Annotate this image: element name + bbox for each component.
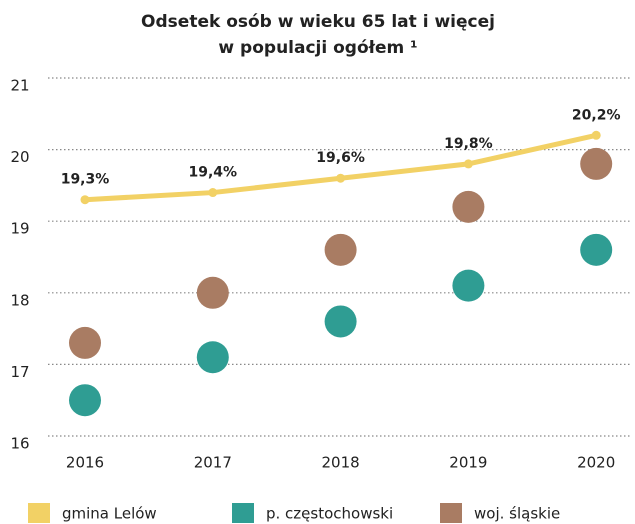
x-tick-label: 2020 — [577, 454, 615, 472]
point — [580, 147, 613, 180]
value-label: 20,2% — [572, 107, 621, 123]
point — [324, 233, 357, 266]
legend-swatch — [440, 503, 462, 523]
legend-label: woj. śląskie — [474, 505, 560, 523]
point — [580, 233, 613, 266]
point — [452, 269, 485, 302]
legend-swatch — [28, 503, 50, 523]
point — [208, 188, 218, 198]
point — [452, 190, 485, 223]
legend-label: p. częstochowski — [266, 505, 393, 523]
point — [324, 305, 357, 338]
x-tick-label: 2017 — [194, 454, 232, 472]
value-label: 19,6% — [316, 150, 365, 166]
y-tick-label: 20 — [10, 148, 29, 166]
y-tick-label: 16 — [10, 435, 29, 453]
point — [69, 326, 101, 359]
point — [196, 276, 229, 309]
legend-swatch — [232, 503, 254, 523]
x-tick-label: 2018 — [322, 454, 360, 472]
y-tick-label: 17 — [10, 363, 29, 381]
point — [80, 195, 90, 205]
value-label: 19,4% — [189, 165, 238, 181]
value-label: 19,3% — [61, 172, 110, 188]
x-tick-label: 2016 — [66, 454, 104, 472]
point — [336, 173, 346, 183]
point — [196, 341, 229, 374]
x-tick-label: 2019 — [449, 454, 487, 472]
y-tick-label: 18 — [10, 291, 29, 309]
value-label: 19,8% — [444, 136, 493, 152]
line — [82, 132, 599, 203]
y-tick-label: 21 — [10, 77, 29, 95]
point — [69, 384, 101, 417]
legend-label: gmina Lelów — [62, 505, 157, 523]
point — [463, 159, 473, 169]
chart-title: w populacji ogółem ¹ — [218, 38, 417, 58]
chart-title: Odsetek osób w wieku 65 lat i więcej — [141, 12, 495, 32]
y-tick-label: 19 — [10, 220, 29, 238]
point — [591, 130, 601, 140]
